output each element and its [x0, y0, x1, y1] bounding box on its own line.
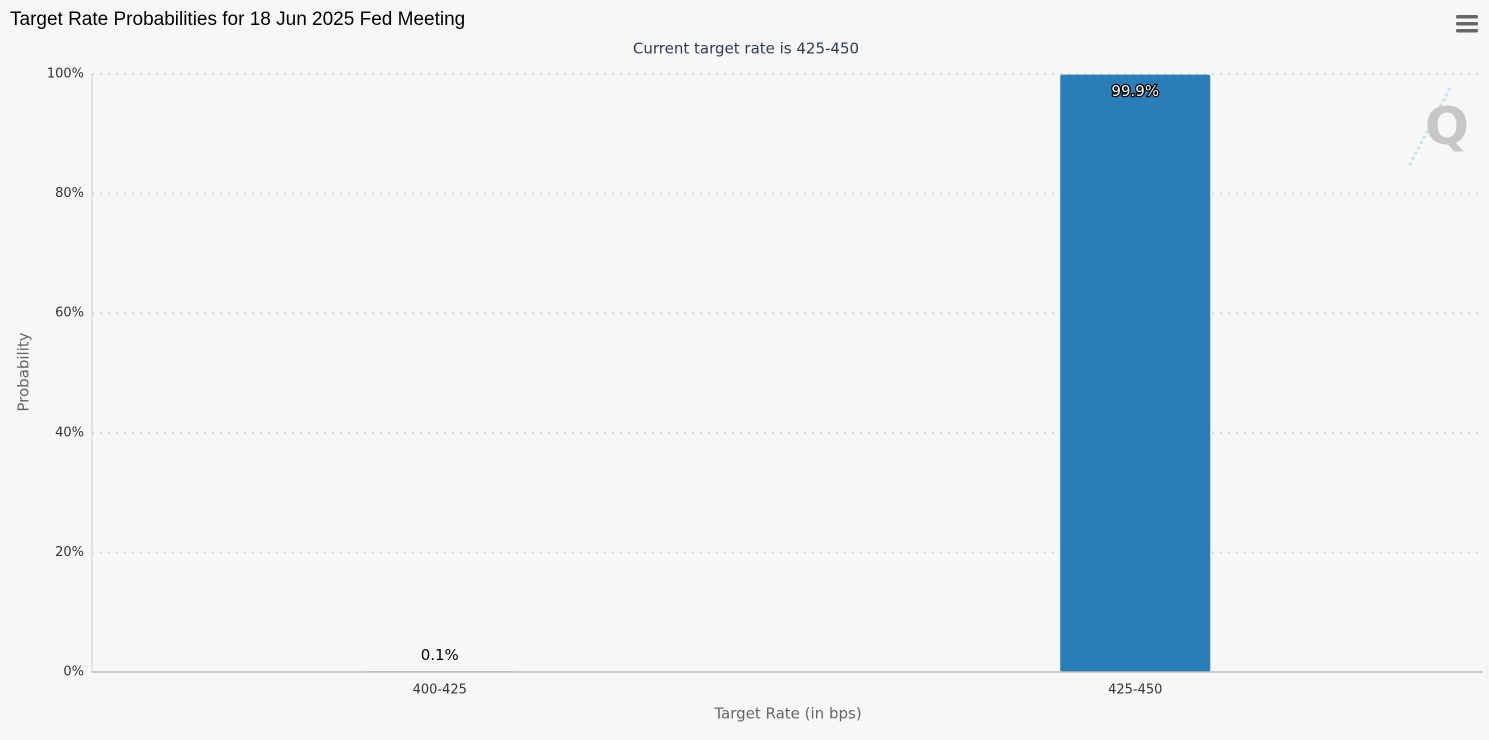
x-tick-label: 400-425	[413, 683, 467, 698]
menu-button[interactable]	[1456, 15, 1478, 33]
x-tick-label: 425-450	[1108, 683, 1162, 698]
bar	[1060, 74, 1211, 672]
chart-title: Target Rate Probabilities for 18 Jun 202…	[10, 9, 465, 30]
chart-subtitle: Current target rate is 425-450	[633, 40, 859, 58]
y-tick-label: 40%	[55, 425, 84, 440]
y-tick-label: 100%	[47, 67, 84, 82]
x-axis-title: Target Rate (in bps)	[713, 705, 861, 723]
y-axis-title: Probability	[15, 332, 33, 411]
menu-bar	[1456, 15, 1478, 19]
svg-text:Q: Q	[1425, 97, 1469, 157]
logo: Q	[1406, 87, 1469, 169]
y-tick-label: 0%	[63, 665, 84, 680]
data-label: 0.1%	[421, 646, 459, 664]
y-tick-label: 80%	[55, 186, 84, 201]
menu-bar	[1456, 29, 1478, 33]
y-tick-label: 60%	[55, 306, 84, 321]
y-tick-label: 20%	[55, 545, 84, 560]
menu-bar	[1456, 22, 1478, 26]
data-label: 99.9%	[1111, 82, 1159, 100]
